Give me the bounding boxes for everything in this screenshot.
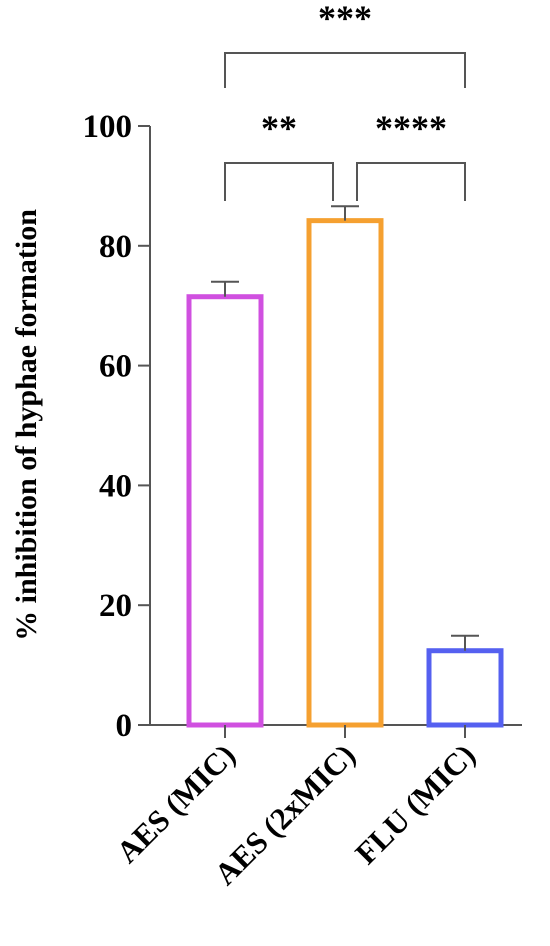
significance-bracket <box>224 52 466 88</box>
y-tick-label: 100 <box>83 109 133 145</box>
x-tick-label: AES (MIC) <box>109 737 242 870</box>
x-tick-label: FLU (MIC) <box>348 737 482 871</box>
significance-label: ** <box>261 108 297 148</box>
significance-label: **** <box>375 108 447 148</box>
y-axis-label: % inhibition of hyphae formation <box>10 209 43 641</box>
y-tick-label: 0 <box>116 708 133 744</box>
bar <box>306 218 384 728</box>
significance-bracket <box>224 162 334 201</box>
y-tick-label: 20 <box>99 588 132 624</box>
y-tick-label: 80 <box>99 229 132 265</box>
y-tick-label: 40 <box>99 468 132 504</box>
bar <box>186 294 264 728</box>
y-tick-label: 60 <box>99 349 132 385</box>
significance-label: *** <box>318 0 372 38</box>
bar <box>426 648 504 728</box>
significance-bracket <box>356 162 466 201</box>
